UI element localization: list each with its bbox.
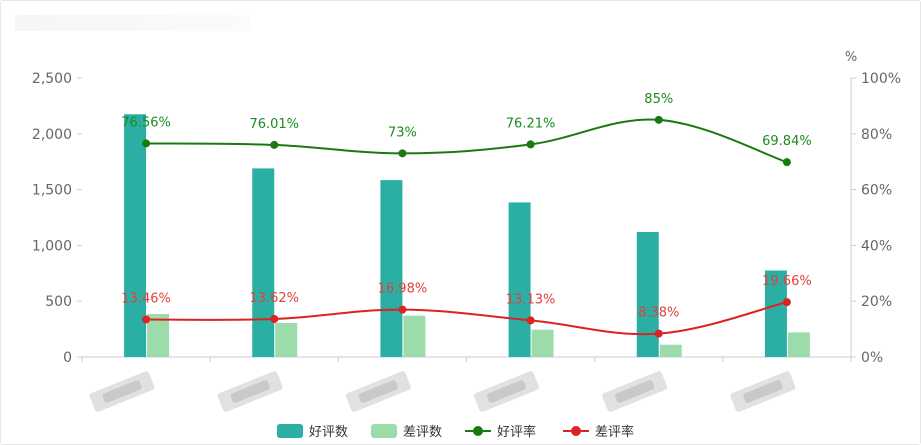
good-review-count-bar[interactable] [380,180,403,357]
category-label-redacted [217,371,283,412]
legend-marker [571,426,581,436]
legend-item[interactable]: 好评率 [465,424,536,440]
line-series [142,115,791,338]
category-label-redacted [89,371,155,412]
good-rate-line [146,118,788,164]
legend-label: 差评数 [403,425,442,440]
good-rate-data-label: 73% [388,125,417,140]
left-tick-label: 2,500 [32,71,72,87]
legend-label: 好评率 [497,424,536,440]
good-rate-data-label: 69.84% [762,134,812,149]
right-tick-label: 100% [861,71,901,87]
legend-marker [473,426,483,436]
good-rate-data-label: 76.56% [121,115,171,130]
left-tick-label: 0 [63,350,72,366]
legend-item[interactable]: 好评数 [277,424,348,440]
legend-label: 差评率 [595,424,634,440]
category-label-redacted [474,371,540,412]
bad-rate-data-label: 16.98% [378,282,428,297]
bad-rate-point[interactable] [398,305,407,314]
axes: 0 500 1,000 1,500 2,000 2,500 0% 20% 40% 60% 80% 10… [32,50,901,412]
good-review-count-bar[interactable] [508,202,531,357]
blur-block [487,380,527,403]
chart-title-redacted [15,15,251,31]
right-tick-label: 60% [861,183,892,199]
blur-block [615,380,655,403]
bad-rate-data-label: 8.38% [638,306,679,321]
data-labels: 76.56% 76.01% 73% 76.21% 85% 69.84% 13.46% 13.6… [121,92,811,321]
right-tick-label: 0% [861,350,883,366]
good-review-count-bar[interactable] [252,168,275,357]
bad-rate-data-label: 19.66% [762,274,812,289]
bad-rate-point[interactable] [270,315,279,324]
bad-review-count-bar[interactable] [787,332,810,357]
bad-rate-line [146,301,788,336]
good-rate-data-label: 76.01% [249,117,299,132]
bad-rate-point[interactable] [142,315,151,324]
right-tick-label: 80% [861,127,892,143]
bad-rate-point[interactable] [654,329,663,338]
legend-label: 好评数 [309,425,348,440]
bad-rate-data-label: 13.46% [121,291,171,306]
bad-review-count-bar[interactable] [147,314,170,357]
bad-rate-data-label: 13.62% [249,291,299,306]
bad-review-count-bar[interactable] [275,322,298,357]
good-rate-point[interactable] [782,158,791,167]
good-rate-point[interactable] [270,140,279,149]
left-tick-label: 1,000 [32,238,72,254]
bad-review-count-bar[interactable] [531,329,554,357]
blur-block [102,380,142,403]
left-tick-label: 500 [45,294,72,310]
legend-bar-swatch [277,424,303,438]
good-rate-point[interactable] [526,140,535,149]
bad-rate-point[interactable] [782,298,791,307]
left-tick-label: 2,000 [32,127,72,143]
right-tick-label: 40% [861,238,892,254]
left-tick-label: 1,500 [32,183,72,199]
bad-rate-point[interactable] [526,316,535,325]
legend-bar-swatch [371,424,397,438]
legend-item[interactable]: 差评数 [371,424,442,440]
good-rate-point[interactable] [398,149,407,158]
category-label-redacted [730,371,796,412]
blur-block [358,380,398,403]
good-review-count-bar[interactable] [124,114,147,358]
good-rate-point[interactable] [142,139,151,148]
good-rate-point[interactable] [654,115,663,124]
bad-review-count-bar[interactable] [403,315,426,357]
blur-block [743,380,783,403]
category-label-redacted [345,371,411,412]
category-label-redacted [602,371,668,412]
good-rate-data-label: 76.21% [506,116,556,131]
bad-review-count-bar[interactable] [659,344,682,357]
good-review-count-bar[interactable] [636,232,659,357]
right-tick-label: 20% [861,294,892,310]
blur-block [230,380,270,403]
legend[interactable]: 好评数 差评数 好评率 差评率 [277,424,634,440]
legend-item[interactable]: 差评率 [563,424,634,440]
good-rate-data-label: 85% [644,92,673,107]
good-review-count-bar[interactable] [764,270,787,357]
bad-rate-data-label: 13.13% [506,292,556,307]
right-axis-unit: % [845,50,857,65]
